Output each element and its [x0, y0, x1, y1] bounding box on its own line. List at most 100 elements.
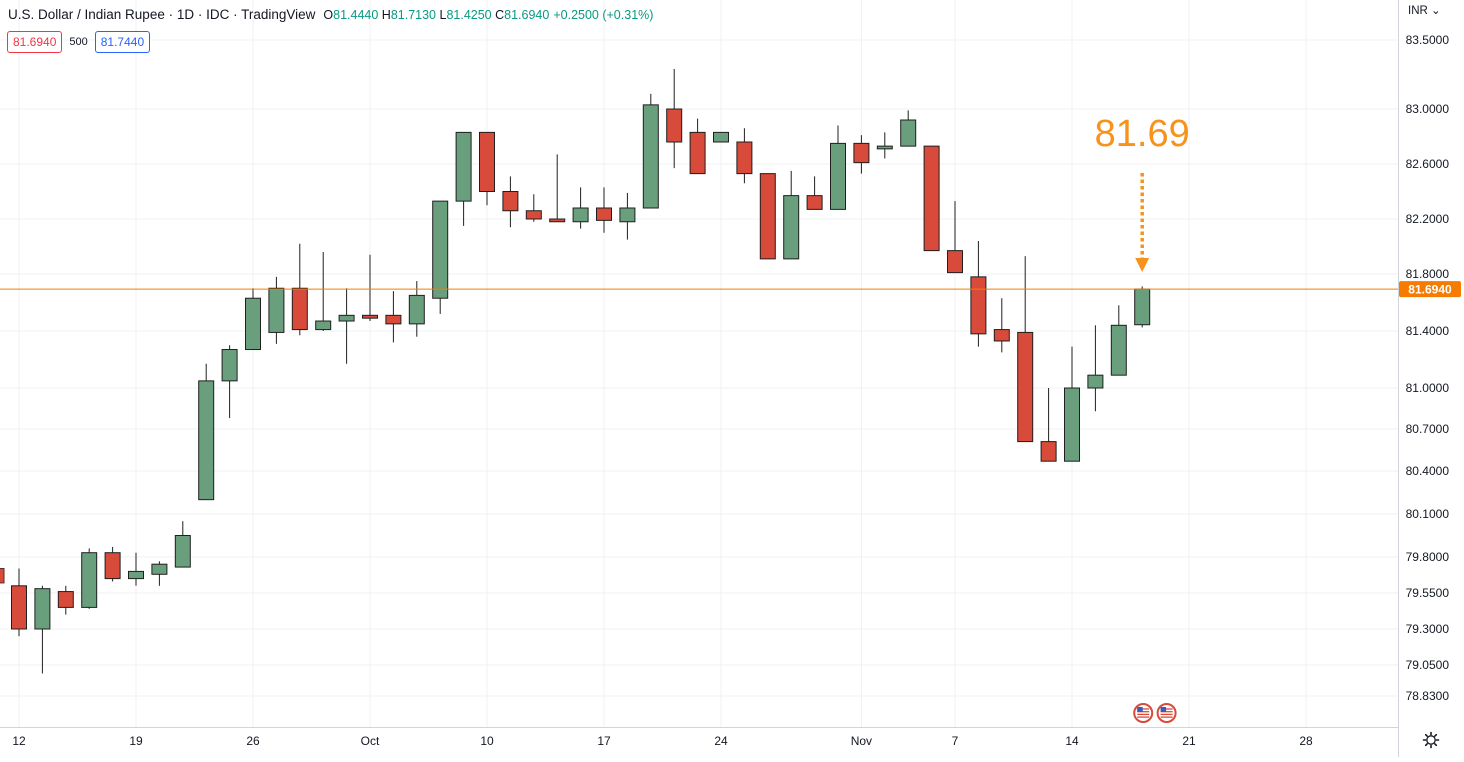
candle-body — [1134, 288, 1151, 326]
candle-body — [947, 250, 963, 274]
price-tick-label: 83.5000 — [1406, 33, 1450, 47]
candle-body — [432, 200, 449, 299]
chart-legend: U.S. Dollar / Indian Rupee · 1D · IDC · … — [8, 7, 653, 22]
candle-body — [338, 314, 355, 322]
ohlc-readout: O81.4440 H81.7130 L81.4250 C81.6940 — [323, 8, 549, 22]
candle-body — [900, 119, 917, 147]
flag-canton — [1137, 707, 1143, 712]
candle-body — [11, 585, 27, 630]
buy-button[interactable]: 81.7440 — [94, 31, 151, 53]
candle-body — [245, 297, 261, 351]
candle-body — [1017, 331, 1034, 443]
high-label: H — [381, 7, 391, 22]
candle-body — [619, 207, 636, 223]
time-tick-label: 19 — [129, 734, 143, 748]
time-tick-label: 26 — [246, 734, 260, 748]
candle-body — [525, 210, 542, 220]
candle-body — [1040, 441, 1057, 462]
candle-body — [853, 142, 870, 164]
candle-body — [479, 131, 495, 192]
currency-selector[interactable]: INR ⌄ — [1408, 3, 1441, 17]
time-tick-label: 10 — [480, 734, 494, 748]
candle-body — [736, 141, 753, 175]
gear-icon[interactable] — [1422, 731, 1440, 749]
candle-body — [221, 349, 238, 382]
candle-body — [713, 131, 729, 143]
candle-body — [806, 195, 823, 210]
candle-body — [993, 329, 1010, 342]
candle-body — [128, 570, 144, 580]
candle-body — [876, 145, 893, 150]
time-tick-label: 24 — [714, 734, 728, 748]
candle-body — [1110, 324, 1127, 376]
candle-body — [1087, 374, 1104, 389]
candle-body — [268, 287, 285, 333]
candle-body — [549, 218, 566, 223]
sell-button[interactable]: 81.6940 — [7, 31, 63, 53]
candle-body — [1064, 387, 1080, 462]
annotation-arrow-head — [1135, 258, 1150, 272]
us-flag-event-icon — [1133, 703, 1154, 723]
price-tick-label: 79.3000 — [1406, 622, 1450, 636]
low-value: 81.4250 — [446, 7, 492, 22]
candle-body — [759, 173, 776, 260]
candle-body — [174, 535, 191, 568]
time-tick-label: 12 — [12, 734, 26, 748]
time-tick-label: 21 — [1182, 734, 1196, 748]
candle-body — [970, 276, 987, 335]
price-tick-label: 78.8300 — [1406, 689, 1450, 703]
low-label: L — [439, 7, 447, 22]
candle-body — [34, 588, 51, 630]
time-tick-label: 7 — [952, 734, 959, 748]
price-tick-label: 81.8000 — [1406, 267, 1450, 281]
change-value: +0.2500 (+0.31%) — [553, 7, 654, 22]
candle-body — [783, 195, 800, 260]
last-price-label: 81.6940 — [1408, 283, 1452, 297]
symbol-title[interactable]: U.S. Dollar / Indian Rupee · 1D · IDC · … — [8, 7, 316, 22]
quote-panel: 81.6940 500 81.7440 — [7, 31, 151, 53]
candle-body — [315, 320, 332, 331]
price-tick-label: 82.2000 — [1406, 212, 1450, 226]
currency-label: INR — [1408, 5, 1428, 17]
price-tick-label: 80.7000 — [1406, 422, 1450, 436]
candle-body — [455, 131, 472, 202]
price-tick-label: 81.4000 — [1406, 324, 1450, 338]
candle-body — [81, 552, 98, 608]
open-label: O — [323, 7, 334, 22]
chevron-down-icon: ⌄ — [1431, 5, 1441, 17]
time-tick-label: 14 — [1065, 734, 1079, 748]
candle-body — [923, 145, 940, 252]
candle-body — [596, 207, 612, 221]
candle-body — [689, 131, 706, 175]
price-tick-label: 80.1000 — [1406, 507, 1450, 521]
price-tick-label: 79.5500 — [1406, 586, 1450, 600]
close-value: 81.6940 — [504, 7, 550, 22]
candle-body — [104, 552, 121, 580]
candle-body — [385, 314, 402, 325]
candle-body — [57, 591, 74, 608]
price-tick-label: 79.0500 — [1406, 658, 1450, 672]
annotation-price-label: 81.69 — [1095, 113, 1190, 155]
candle-body — [198, 380, 215, 501]
high-value: 81.7130 — [390, 7, 437, 22]
candle-body — [830, 142, 846, 210]
spread-value: 500 — [69, 36, 88, 48]
price-tick-label: 82.6000 — [1406, 157, 1450, 171]
candle-partial — [0, 568, 5, 584]
time-tick-label: Nov — [851, 734, 872, 748]
last-price-badge — [1399, 281, 1461, 298]
candle-body — [362, 314, 378, 319]
close-label: C — [495, 7, 505, 22]
candle-body — [291, 287, 308, 331]
candle-body — [502, 191, 519, 212]
time-tick-label: Oct — [361, 734, 380, 748]
us-flag-event-icon — [1156, 703, 1177, 723]
open-value: 81.4440 — [333, 7, 379, 22]
candle-body — [408, 294, 425, 325]
candle-body — [572, 207, 589, 223]
price-tick-label: 79.8000 — [1406, 550, 1450, 564]
time-tick-label: 17 — [597, 734, 611, 748]
candle-body — [151, 563, 168, 575]
